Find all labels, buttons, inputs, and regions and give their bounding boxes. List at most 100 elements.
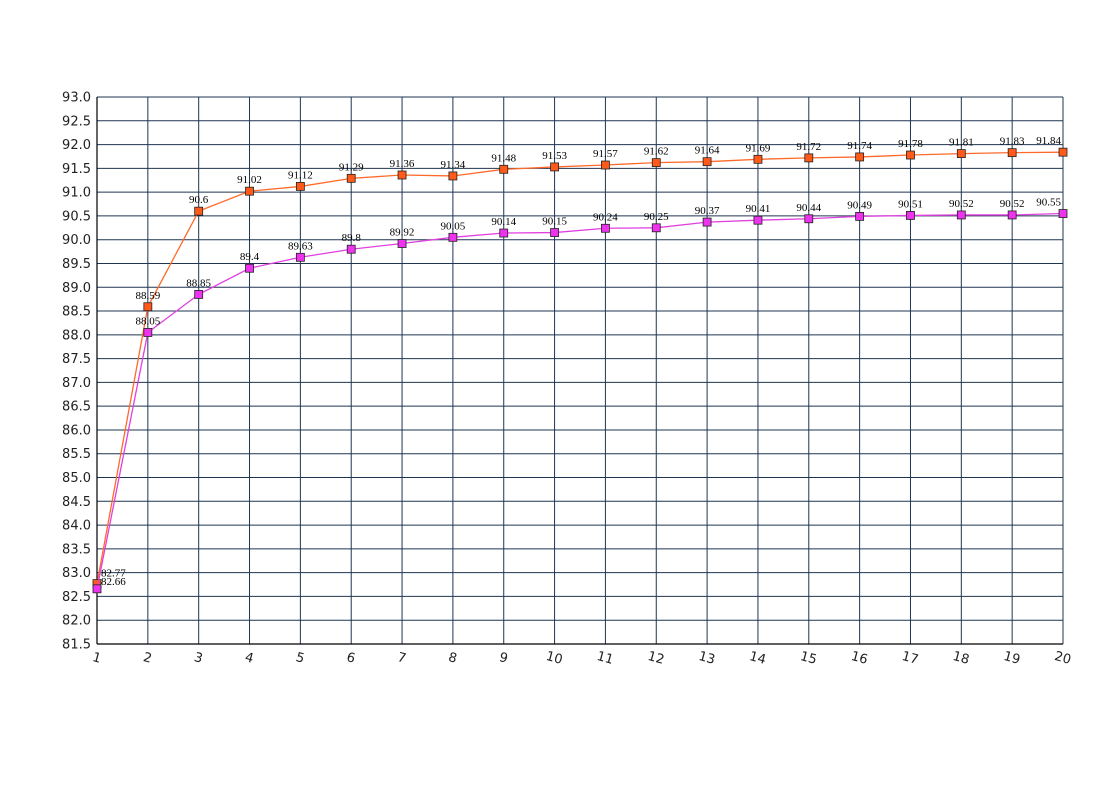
x-tick-label: 7 (396, 650, 408, 667)
series-1-data-label: 91.81 (949, 137, 974, 149)
series-1-point (550, 162, 559, 172)
series-2-data-label: 90.14 (491, 216, 516, 228)
series-2-data-label: 90.55 (1036, 197, 1061, 209)
series-1-data-label: 82.77 (101, 568, 126, 580)
series-2-point (346, 244, 356, 254)
series-1-data-label: 91.74 (847, 140, 872, 152)
series-1-point (295, 182, 305, 191)
x-tick-label: 15 (798, 649, 818, 668)
series-2-point (245, 263, 254, 273)
series-1-point (346, 173, 356, 183)
series-2-point (956, 210, 966, 220)
series-2-point (295, 252, 305, 262)
series-1-point (245, 186, 254, 196)
series-2-data-label: 89.92 (390, 227, 415, 239)
y-tick-label: 92.0 (62, 138, 91, 153)
x-axis-ticks: 1 2 3 4 5 6 7 8 9 10 11 12 13 14 15 16 17 18 19 20 (91, 649, 1073, 668)
y-tick-label: 87.0 (62, 376, 91, 391)
series-1-data-label: 90.6 (189, 194, 209, 206)
y-tick-label: 86.0 (62, 423, 91, 438)
series-1-data-label: 91.29 (339, 161, 364, 173)
y-tick-label: 90.0 (62, 233, 91, 248)
y-tick-label: 83.0 (62, 566, 91, 581)
series-1-point (499, 164, 509, 174)
x-tick-label: 4 (243, 650, 255, 667)
series-1-data-label: 91.34 (441, 159, 466, 171)
series-1-data-label: 91.72 (796, 141, 821, 153)
x-tick-label: 12 (646, 649, 666, 668)
series-2-point (143, 328, 153, 337)
series-1-point (448, 171, 458, 181)
series-1-point (397, 170, 407, 180)
series-2-data-label: 89.4 (240, 251, 260, 263)
y-tick-label: 91.0 (62, 186, 91, 201)
series-2-data-label: 90.37 (695, 205, 720, 217)
y-tick-label: 81.5 (62, 638, 91, 653)
series-2-point (499, 228, 509, 238)
series-1-data-label: 91.69 (746, 142, 771, 154)
series-layer (92, 147, 1068, 594)
series-1-data-label: 91.36 (390, 158, 415, 170)
series-1-point (1058, 147, 1068, 157)
series-2-point (651, 223, 661, 233)
series-2-data-label: 90.52 (1000, 198, 1025, 210)
series-1-data-label: 91.48 (491, 152, 516, 164)
y-tick-label: 82.0 (62, 614, 91, 629)
x-tick-label: 2 (142, 650, 154, 667)
x-tick-label: 6 (345, 650, 357, 667)
series-1-data-label: 91.78 (898, 138, 923, 150)
y-tick-label: 88.5 (62, 305, 91, 320)
series-2-point (397, 239, 407, 248)
series-1-line (96, 151, 1064, 584)
series-1-data-label: 91.02 (237, 174, 262, 186)
series-2-point (1007, 210, 1017, 220)
series-1-data-label: 91.12 (288, 169, 313, 181)
y-tick-label: 85.5 (62, 447, 91, 462)
y-tick-label: 93.0 (62, 91, 91, 106)
series-1-point (143, 302, 153, 312)
y-tick-label: 82.5 (62, 590, 91, 605)
series-1-point (1007, 148, 1017, 158)
x-tick-label: 20 (1053, 649, 1073, 668)
x-tick-label: 9 (497, 650, 509, 667)
y-axis-ticks: 81.5 82.0 82.5 83.0 83.5 84.0 84.5 85.0 85.5 86.0… (62, 91, 91, 653)
x-tick-label: 8 (447, 650, 459, 667)
series-2-point (550, 228, 559, 237)
series-1-data-label: 91.84 (1036, 135, 1061, 147)
series-2-point (1058, 209, 1068, 218)
series-1-point (601, 160, 610, 170)
series-1-point (194, 206, 204, 216)
grid (96, 96, 1064, 645)
y-tick-label: 89.5 (62, 257, 91, 272)
y-tick-label: 87.5 (62, 352, 91, 367)
series-2-point (601, 223, 610, 233)
x-tick-label: 16 (849, 649, 869, 668)
series-2-data-label: 90.25 (644, 211, 669, 223)
y-tick-label: 88.0 (62, 328, 91, 343)
y-tick-label: 89.0 (62, 281, 91, 296)
y-tick-label: 83.5 (62, 542, 91, 557)
series-1-point (956, 149, 966, 159)
x-tick-label: 17 (900, 649, 920, 668)
data-labels: 82.77 88.59 90.6 91.02 91.12 91.29 91.36 91.34 9… (101, 135, 1062, 588)
y-tick-label: 84.5 (62, 495, 91, 510)
x-tick-label: 19 (1002, 649, 1022, 668)
series-2-data-label: 90.05 (441, 220, 466, 232)
series-1-data-label: 91.57 (593, 148, 618, 160)
y-tick-label: 86.5 (62, 400, 91, 415)
x-tick-label: 18 (951, 649, 971, 668)
series-1-data-label: 91.53 (542, 150, 567, 162)
series-1-point (855, 152, 865, 162)
series-2-data-label: 82.66 (101, 576, 126, 588)
x-tick-label: 13 (697, 649, 717, 668)
series-1-data-label: 91.64 (695, 145, 720, 157)
series-1-point (702, 157, 712, 167)
series-1-point (753, 154, 763, 164)
x-tick-label: 10 (544, 649, 564, 668)
series-2-point (702, 217, 712, 227)
series-2-point (194, 289, 204, 299)
series-1-point (804, 153, 814, 163)
series-2-point (753, 215, 763, 225)
series-1-data-label: 88.59 (135, 290, 160, 302)
